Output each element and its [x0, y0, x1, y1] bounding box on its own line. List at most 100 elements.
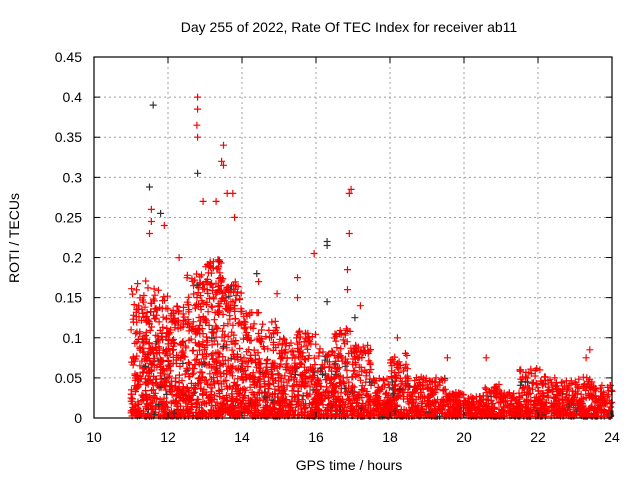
data-point [216, 387, 223, 395]
data-point [265, 411, 273, 419]
data-point [391, 382, 399, 390]
data-point [210, 406, 218, 414]
data-point [263, 363, 271, 371]
data-point [257, 383, 265, 391]
data-point [176, 362, 184, 370]
data-point [295, 353, 302, 361]
data-point [164, 292, 171, 300]
data-point [155, 400, 163, 408]
data-point [170, 310, 177, 318]
data-point [326, 376, 334, 384]
data-point [166, 328, 174, 336]
data-point [219, 311, 227, 318]
data-point [231, 412, 239, 420]
data-point [168, 382, 176, 390]
data-point [163, 324, 171, 332]
data-point [412, 374, 420, 382]
data-point [339, 407, 347, 415]
data-point [237, 289, 245, 297]
data-point [192, 408, 200, 416]
data-point [234, 320, 242, 328]
data-point [352, 361, 360, 369]
data-point [256, 375, 264, 383]
data-point [283, 382, 291, 390]
data-point [242, 358, 250, 366]
data-point [392, 375, 400, 382]
data-point [426, 401, 434, 409]
data-point [338, 412, 346, 420]
data-point [290, 374, 298, 382]
data-point [187, 397, 195, 405]
data-point [330, 352, 338, 359]
data-point [239, 376, 247, 384]
x-tick-label: 18 [382, 429, 398, 445]
data-point [166, 350, 174, 358]
data-point [163, 378, 171, 386]
data-point [237, 308, 245, 316]
data-point [306, 372, 314, 380]
data-point [331, 330, 339, 338]
data-point [223, 284, 231, 292]
data-point [432, 374, 440, 382]
data-point [239, 396, 246, 404]
data-point [250, 320, 258, 328]
data-point [363, 391, 371, 399]
data-point [439, 376, 447, 384]
data-point [406, 406, 414, 414]
data-point [134, 400, 142, 408]
y-tick-label: 0.4 [63, 89, 83, 105]
data-point [203, 286, 211, 294]
data-point [204, 275, 211, 283]
data-point [278, 353, 286, 361]
data-point [214, 340, 222, 348]
data-point [153, 311, 161, 319]
data-point [185, 319, 193, 327]
data-point [333, 344, 341, 352]
data-point [174, 385, 182, 393]
data-point [344, 411, 352, 419]
data-point [220, 141, 227, 149]
data-point [213, 366, 221, 374]
data-point [418, 398, 426, 406]
data-point [323, 383, 330, 391]
data-point [360, 347, 368, 355]
data-point [192, 324, 200, 332]
data-point [202, 388, 210, 396]
data-point [310, 354, 318, 362]
data-point [269, 374, 277, 382]
data-point [140, 332, 148, 340]
data-point [264, 373, 272, 381]
data-point [216, 303, 223, 310]
data-point [342, 360, 349, 368]
data-point [397, 410, 405, 417]
data-point [271, 317, 279, 325]
data-point [129, 290, 137, 298]
data-point [129, 353, 137, 361]
data-point [264, 355, 271, 363]
data-point [221, 331, 229, 339]
data-point [131, 382, 139, 390]
data-point [351, 367, 359, 375]
data-point [407, 392, 415, 400]
data-point [279, 387, 287, 395]
data-point [291, 371, 299, 378]
data-point [388, 367, 396, 375]
data-point [332, 357, 340, 365]
data-point [179, 310, 187, 318]
data-point [184, 366, 192, 374]
data-point [166, 372, 173, 380]
data-point [226, 312, 234, 320]
data-point [551, 374, 559, 382]
data-point [271, 364, 278, 372]
data-point [246, 311, 254, 319]
data-point [372, 377, 380, 385]
data-point [233, 381, 241, 389]
data-point [196, 346, 204, 354]
data-point [414, 382, 422, 390]
data-point [140, 292, 148, 299]
data-point [210, 316, 218, 324]
data-point [206, 393, 214, 401]
data-point [404, 365, 411, 373]
data-point [146, 183, 153, 191]
